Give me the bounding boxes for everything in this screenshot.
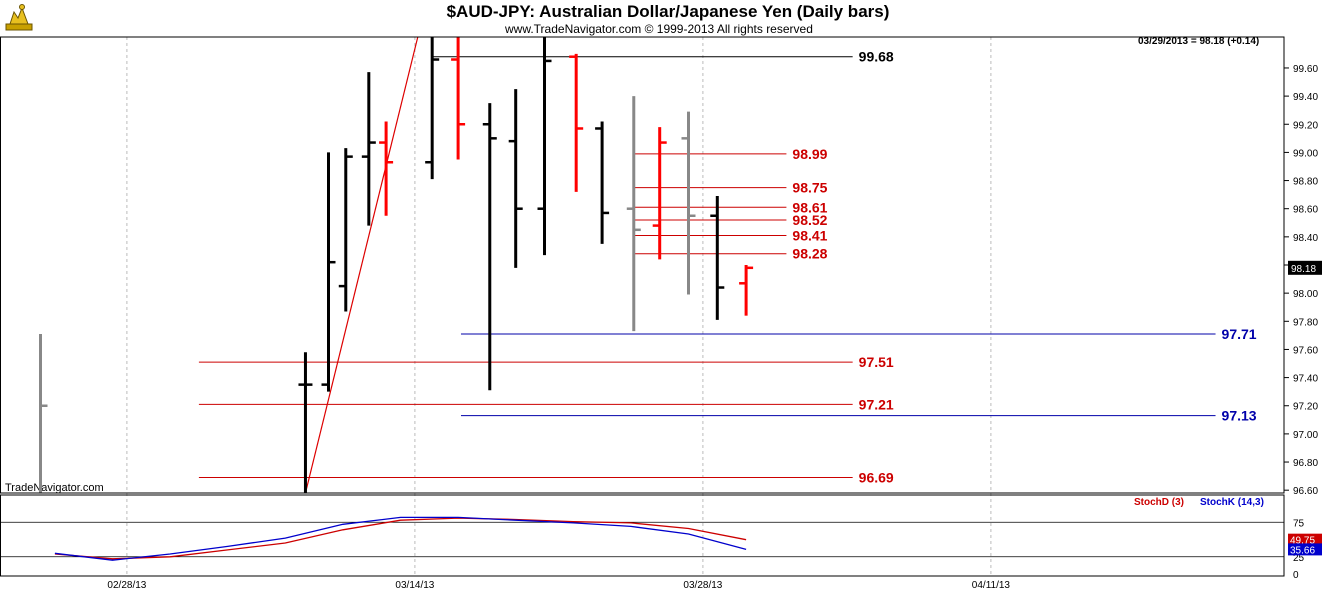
level-label: 98.61 [792,199,827,215]
watermark: TradeNavigator.com [5,482,104,494]
ohlc-bar [451,37,466,160]
level-label: 97.21 [859,396,894,412]
ohlc-bar [710,196,725,320]
y-tick-label: 98.00 [1293,289,1318,300]
last-price-label: 98.18 [1291,264,1316,275]
stoch-d-legend: StochD (3) [1134,497,1184,508]
chart-header: $AUD-JPY: Australian Dollar/Japanese Yen… [0,0,1336,40]
y-tick-label: 98.80 [1293,177,1318,188]
chart-subtitle: www.TradeNavigator.com © 1999-2013 All r… [505,22,813,36]
price-panel-frame [0,36,1285,494]
last-price-box [1288,260,1322,275]
trendline [304,36,419,494]
level-label: 98.52 [792,212,827,228]
chart-title: $AUD-JPY: Australian Dollar/Japanese Yen… [446,2,890,21]
y-tick-label: 99.20 [1293,120,1318,131]
level-label: 96.69 [859,470,894,486]
level-label: 97.71 [1222,326,1257,342]
stoch-k-line [54,516,747,561]
ohlc-bar [626,96,641,332]
y-tick-label: 97.20 [1293,402,1318,413]
level-label: 97.51 [859,354,894,370]
level-label: 98.41 [792,227,827,243]
stoch-k-value: 35.66 [1290,545,1315,556]
ohlc-bar [537,37,552,256]
ohlc-bar [482,103,497,391]
level-label: 98.28 [792,246,827,262]
ohlc-bar [652,127,667,260]
y-tick-label: 97.60 [1293,345,1318,356]
ohlc-bar [425,37,440,180]
y-tick-label: 97.40 [1293,374,1318,385]
axes: 99.6099.4099.2099.0098.8098.6098.4098.20… [0,36,1322,591]
y-tick-label: 99.00 [1293,148,1318,159]
level-label: 98.75 [792,180,827,196]
x-tick-label: 02/28/13 [107,580,146,591]
x-tick-label: 03/28/13 [683,580,722,591]
level-label: 97.13 [1222,408,1257,424]
stoch-k-value-box [1288,543,1322,556]
y-tick-label: 99.40 [1293,92,1318,103]
indicator-y-label: 0 [1293,570,1299,581]
ohlc-bar [595,121,610,244]
ohlc-bar [361,72,376,226]
trade-navigator-logo-icon [5,4,33,31]
stoch-d-line [54,517,747,560]
y-tick-label: 97.80 [1293,317,1318,328]
y-tick-label: 98.40 [1293,233,1318,244]
indicator-y-label: 25 [1293,553,1305,564]
ohlc-bar [508,89,523,268]
y-tick-label: 96.60 [1293,486,1318,497]
x-tick-label: 04/11/13 [972,580,1011,591]
ohlc-bar [379,121,394,216]
ohlc-bar [681,111,696,295]
stoch-d-value: 49.75 [1290,536,1315,547]
x-tick-label: 03/14/13 [395,580,434,591]
ohlc-bar [338,148,353,312]
ohlc-bars [39,37,754,493]
stoch-d-value-box [1288,533,1322,546]
ohlc-bar [739,265,754,316]
y-tick-label: 98.60 [1293,205,1318,216]
ohlc-bar [298,352,313,493]
level-label: 99.68 [859,49,894,65]
ohlc-bar [321,152,336,392]
indicator-frame [0,494,1285,577]
trendline-segment [304,36,419,494]
indicator-y-label: 75 [1293,518,1305,529]
last-price-info: 03/29/2013 = 98.18 (+0.14) [1138,36,1260,47]
stoch-k-legend: StochK (14,3) [1200,497,1264,508]
y-tick-label: 97.00 [1293,430,1318,441]
level-label: 98.99 [792,146,827,162]
ohlc-bar [569,53,584,192]
ohlc-bar [39,333,48,493]
y-tick-label: 99.60 [1293,64,1318,75]
y-tick-label: 96.80 [1293,458,1318,469]
